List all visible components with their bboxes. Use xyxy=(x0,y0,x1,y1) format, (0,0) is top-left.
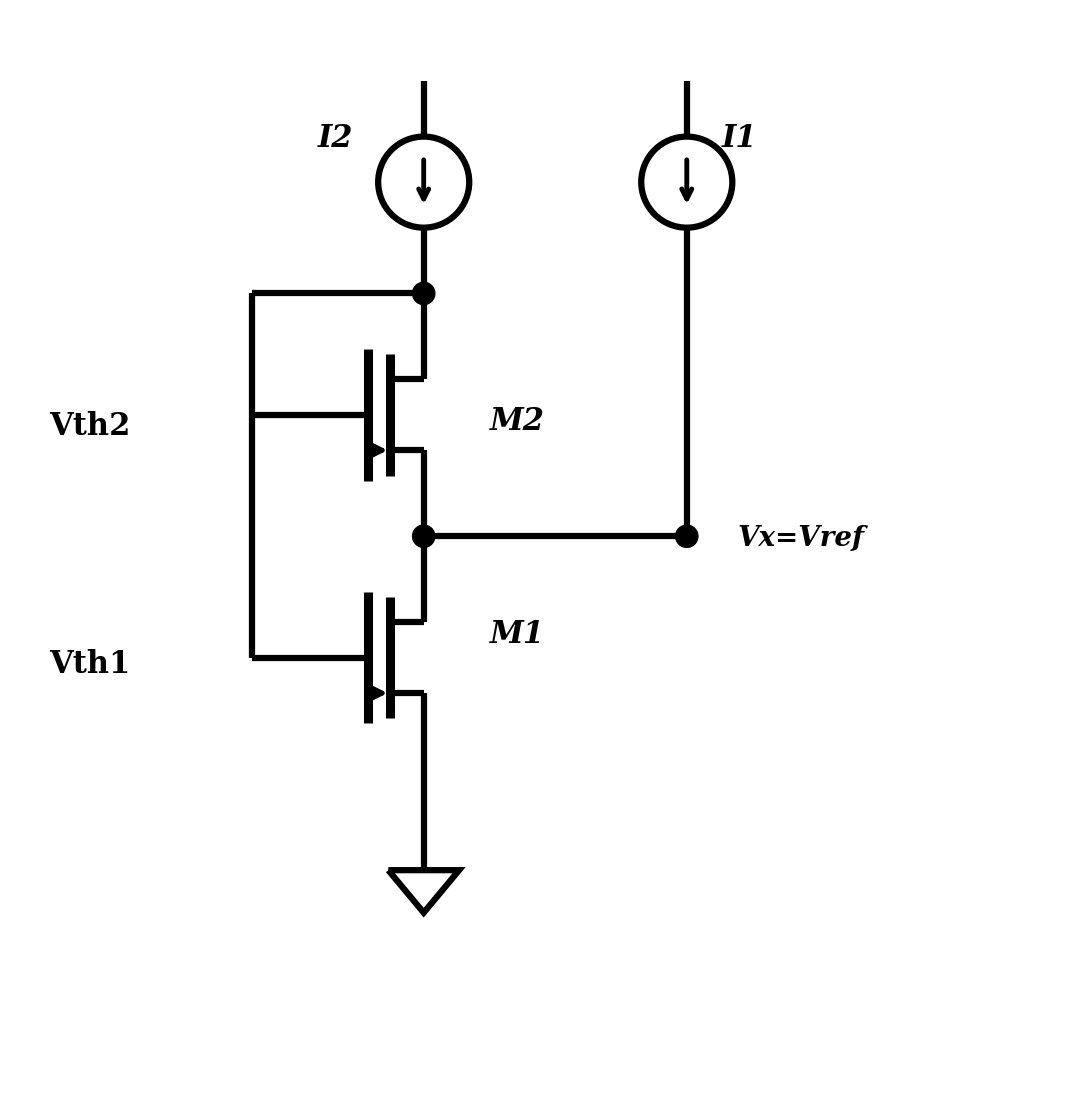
Text: M1: M1 xyxy=(489,619,545,650)
Text: Vth2: Vth2 xyxy=(49,411,131,442)
Text: M2: M2 xyxy=(489,406,545,437)
Circle shape xyxy=(413,525,434,548)
Text: Vx=Vref: Vx=Vref xyxy=(737,525,865,552)
Circle shape xyxy=(413,283,434,305)
Text: Vth1: Vth1 xyxy=(49,649,131,680)
Text: I1: I1 xyxy=(722,122,758,154)
Circle shape xyxy=(675,525,698,548)
Text: I2: I2 xyxy=(318,122,353,154)
